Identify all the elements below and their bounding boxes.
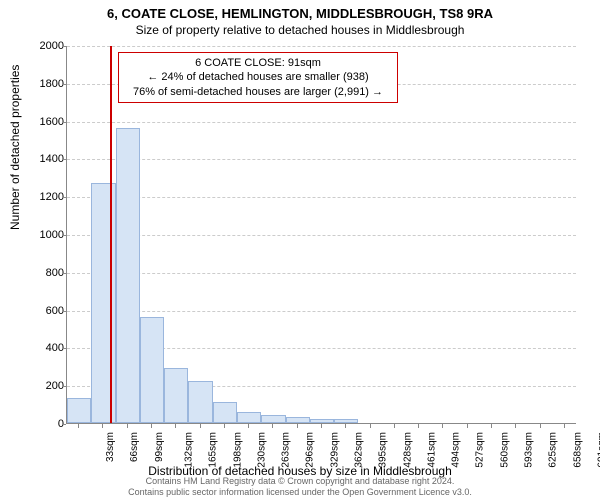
y-tick-mark <box>62 311 66 312</box>
y-axis-label: Number of detached properties <box>8 65 22 230</box>
x-tick-mark <box>321 424 322 428</box>
chart-title-main: 6, COATE CLOSE, HEMLINGTON, MIDDLESBROUG… <box>0 0 600 21</box>
x-tick-mark <box>200 424 201 428</box>
gridline <box>67 122 576 123</box>
chart-title-sub: Size of property relative to detached ho… <box>0 21 600 41</box>
y-tick-label: 2000 <box>24 40 64 52</box>
x-tick-label: 296sqm <box>305 432 316 468</box>
x-tick-label: 230sqm <box>256 432 267 468</box>
y-tick-label: 600 <box>24 305 64 317</box>
chart-container: 6, COATE CLOSE, HEMLINGTON, MIDDLESBROUG… <box>0 0 600 500</box>
x-tick-mark <box>127 424 128 428</box>
y-tick-label: 1400 <box>24 153 64 165</box>
y-tick-mark <box>62 122 66 123</box>
x-tick-mark <box>394 424 395 428</box>
x-tick-label: 329sqm <box>329 432 340 468</box>
x-tick-mark <box>418 424 419 428</box>
x-tick-mark <box>515 424 516 428</box>
y-tick-label: 1600 <box>24 116 64 128</box>
x-tick-label: 494sqm <box>451 432 462 468</box>
property-marker-line <box>110 46 112 423</box>
y-tick-mark <box>62 424 66 425</box>
x-tick-mark <box>564 424 565 428</box>
x-tick-label: 66sqm <box>129 432 140 462</box>
annotation-line1: 6 COATE CLOSE: 91sqm <box>125 56 391 70</box>
x-tick-label: 165sqm <box>208 432 219 468</box>
histogram-bar <box>213 402 237 423</box>
y-tick-mark <box>62 273 66 274</box>
y-tick-mark <box>62 386 66 387</box>
gridline <box>67 46 576 47</box>
x-tick-label: 527sqm <box>475 432 486 468</box>
y-tick-mark <box>62 46 66 47</box>
x-tick-mark <box>151 424 152 428</box>
footer-line2: Contains public sector information licen… <box>0 487 600 498</box>
histogram-bar <box>140 317 164 423</box>
gridline <box>67 235 576 236</box>
x-tick-label: 691sqm <box>596 432 600 468</box>
x-tick-mark <box>540 424 541 428</box>
footer-line1: Contains HM Land Registry data © Crown c… <box>0 476 600 487</box>
x-tick-label: 593sqm <box>524 432 535 468</box>
y-tick-label: 200 <box>24 380 64 392</box>
annotation-line3: 76% of semi-detached houses are larger (… <box>125 85 391 99</box>
x-tick-mark <box>224 424 225 428</box>
x-tick-label: 461sqm <box>426 432 437 468</box>
x-tick-label: 395sqm <box>378 432 389 468</box>
y-tick-label: 0 <box>24 418 64 430</box>
histogram-bar <box>188 381 212 423</box>
x-tick-label: 198sqm <box>232 432 243 468</box>
histogram-bar <box>164 368 188 423</box>
histogram-bar <box>67 398 91 423</box>
gridline <box>67 311 576 312</box>
y-tick-label: 1200 <box>24 191 64 203</box>
annotation-line2: ← 24% of detached houses are smaller (93… <box>125 70 391 84</box>
x-tick-label: 362sqm <box>354 432 365 468</box>
x-tick-label: 99sqm <box>154 432 165 462</box>
x-tick-mark <box>175 424 176 428</box>
gridline <box>67 197 576 198</box>
histogram-bar <box>310 419 334 423</box>
y-tick-mark <box>62 84 66 85</box>
histogram-bar <box>91 183 115 423</box>
y-tick-mark <box>62 348 66 349</box>
histogram-bar <box>286 417 310 423</box>
x-tick-mark <box>248 424 249 428</box>
annotation-box: 6 COATE CLOSE: 91sqm ← 24% of detached h… <box>118 52 398 103</box>
x-tick-mark <box>78 424 79 428</box>
histogram-bar <box>237 412 261 423</box>
y-tick-label: 800 <box>24 267 64 279</box>
gridline <box>67 159 576 160</box>
x-tick-mark <box>102 424 103 428</box>
x-tick-label: 132sqm <box>184 432 195 468</box>
x-tick-label: 658sqm <box>572 432 583 468</box>
y-tick-label: 1800 <box>24 78 64 90</box>
x-tick-mark <box>442 424 443 428</box>
x-tick-mark <box>272 424 273 428</box>
footer-text: Contains HM Land Registry data © Crown c… <box>0 476 600 498</box>
x-tick-mark <box>345 424 346 428</box>
x-tick-label: 428sqm <box>402 432 413 468</box>
x-tick-mark <box>467 424 468 428</box>
histogram-bar <box>334 419 358 423</box>
y-tick-label: 1000 <box>24 229 64 241</box>
x-tick-mark <box>370 424 371 428</box>
x-tick-label: 33sqm <box>105 432 116 462</box>
x-tick-mark <box>297 424 298 428</box>
x-tick-label: 625sqm <box>548 432 559 468</box>
y-tick-label: 400 <box>24 342 64 354</box>
y-tick-mark <box>62 197 66 198</box>
y-tick-mark <box>62 235 66 236</box>
x-tick-mark <box>491 424 492 428</box>
histogram-bar <box>261 415 285 423</box>
x-tick-label: 560sqm <box>499 432 510 468</box>
y-tick-mark <box>62 159 66 160</box>
x-tick-label: 263sqm <box>281 432 292 468</box>
gridline <box>67 273 576 274</box>
histogram-bar <box>116 128 140 423</box>
